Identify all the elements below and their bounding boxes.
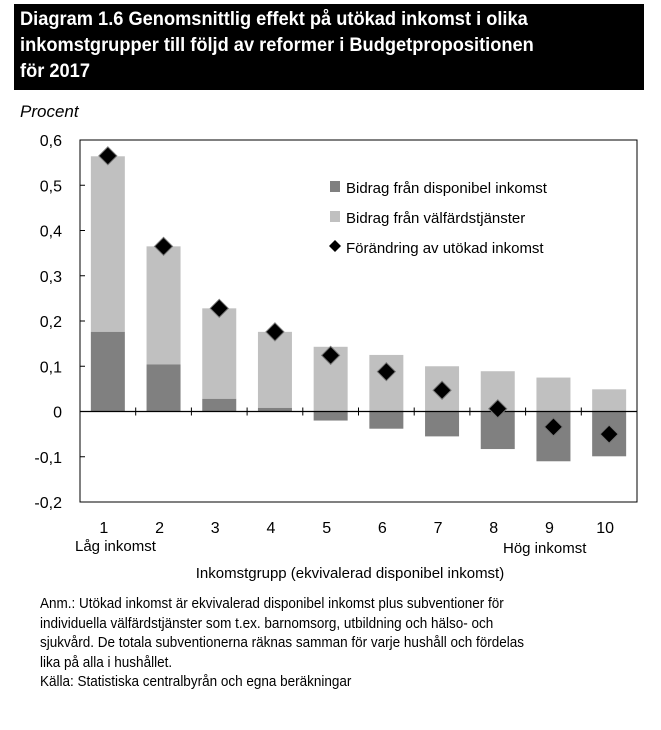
chart-title: Diagram 1.6 Genomsnittlig effekt på utök… [14,4,644,90]
title-line: Diagram 1.6 Genomsnittlig effekt på utök… [20,9,528,30]
diamond-marker [209,298,229,319]
source-line: Källa: Statistiska centralbyrån och egna… [40,673,352,690]
bar-disponibel-inkomst [369,411,404,429]
title-line: för 2017 [20,61,90,82]
diamond-marker [376,361,397,382]
legend-swatch-disponibel [330,181,340,192]
diamond-marker [98,146,118,166]
legend-label: Bidrag från välfärdstjänster [346,210,525,227]
legend-swatch-valfard [330,211,340,222]
bar-valfardstjanster [90,156,125,332]
legend-label: Förändring av utökad inkomst [346,240,544,257]
note-line: Anm.: Utökad inkomst är ekvivalerad disp… [40,595,504,612]
x-tick-label: 1 [99,520,108,537]
bar-valfardstjanster [202,308,237,399]
diamond-marker [432,380,452,400]
y-tick-label: 0,1 [40,359,62,376]
y-tick-label: 0,3 [40,269,62,286]
x-tick-label: 9 [545,520,554,537]
note-line: sjukvård. De totala subventionerna räkna… [40,634,525,651]
bar-valfardstjanster [146,246,181,365]
bar-disponibel-inkomst [90,331,125,412]
legend-diamond-icon [329,240,341,252]
x-sublabel-low: Låg inkomst [75,538,157,555]
y-axis-unit: Procent [20,102,79,121]
bar-disponibel-inkomst [313,411,348,421]
legend-label: Bidrag från disponibel inkomst [346,180,548,197]
x-tick-label: 3 [211,520,220,537]
y-tick-label: 0,2 [40,314,62,331]
chart-note: Anm.: Utökad inkomst är ekvivalerad disp… [40,594,640,692]
y-tick-label: 0,5 [40,178,62,195]
x-tick-label: 4 [266,520,275,537]
bar-disponibel-inkomst [202,398,237,412]
y-tick-label: 0,4 [40,224,62,241]
bar-disponibel-inkomst [257,407,292,412]
note-line: lika på alla i hushållet. [40,653,173,671]
diamond-marker [320,345,341,366]
diamond-marker [153,236,174,257]
title-line: inkomstgrupper till följd av reformer i … [20,35,534,56]
y-tick-label: -0,2 [34,495,62,512]
diamond-marker [543,417,564,437]
x-axis-title: Inkomstgrupp (ekvivalerad disponibel ink… [196,565,504,582]
y-tick-label: 0,6 [40,133,62,150]
diamond-marker [488,399,508,419]
x-tick-label: 6 [378,520,387,537]
bar-valfardstjanster [592,389,627,412]
chart: -0,2 -0,1 0 0,1 0,2 0,3 0,4 0,5 0,6 1 2 3 4 5 6 7 8 9 10 Lå… [34,133,638,582]
diamond-marker [265,322,285,342]
bar-disponibel-inkomst [146,364,181,412]
diamond-marker [599,424,619,444]
x-tick-label: 2 [155,520,164,537]
x-tick-label: 8 [489,520,498,537]
bar-disponibel-inkomst [425,411,460,437]
y-tick-label: -0,1 [34,450,62,467]
x-tick-label: 5 [322,520,331,537]
y-tick-label: 0 [53,405,62,422]
x-sublabel-high: Hög inkomst [503,540,587,557]
note-line: individuella välfärdstjänster som t.ex. … [40,614,494,632]
bar-valfardstjanster [536,377,571,412]
x-tick-label: 10 [596,520,614,537]
bar-valfardstjanster [257,331,292,408]
x-tick-label: 7 [434,520,443,537]
